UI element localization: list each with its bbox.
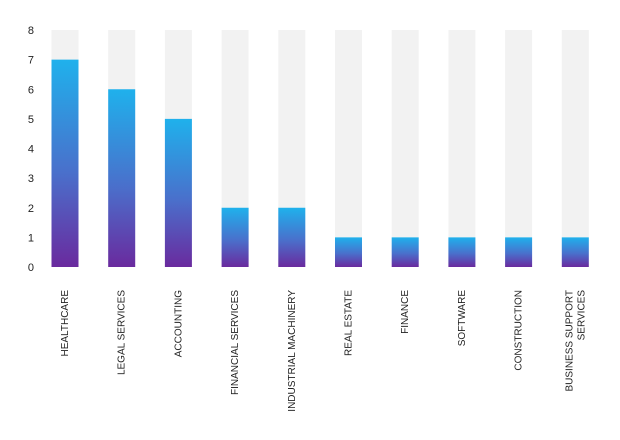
- bar-software: [448, 237, 476, 267]
- y-axis-ticks: 0 1 2 3 4 5 6 7 8: [28, 25, 34, 274]
- y-tick-label: 0: [28, 262, 34, 274]
- bar-track: [448, 30, 476, 267]
- bar-real-estate: [335, 237, 362, 267]
- y-tick-label: 2: [28, 203, 34, 215]
- x-tick-label: FINANCIAL SERVICES: [230, 290, 241, 395]
- y-tick-label: 7: [28, 55, 34, 67]
- y-tick-label: 4: [28, 144, 34, 156]
- bars: [51, 59, 589, 267]
- x-tick-label: SOFTWARE: [457, 290, 468, 347]
- bar-construction: [505, 237, 533, 267]
- bar-track: [391, 30, 419, 267]
- x-tick-label: HEALTHCARE: [60, 290, 71, 357]
- y-tick-label: 6: [28, 84, 34, 96]
- bar-accounting: [164, 118, 192, 267]
- bar-legal-services: [108, 89, 136, 267]
- y-tick-label: 5: [28, 114, 34, 126]
- bar-financial-services: [221, 207, 249, 267]
- bar-finance: [391, 237, 419, 267]
- bar-industrial-machinery: [278, 207, 306, 267]
- y-tick-label: 3: [28, 173, 34, 185]
- y-tick-label: 1: [28, 232, 34, 244]
- bar-track: [561, 30, 589, 267]
- bar-track: [505, 30, 533, 267]
- x-tick-label: ACCOUNTING: [173, 290, 184, 357]
- x-tick-label: LEGAL SERVICES: [117, 290, 128, 375]
- y-tick-label: 8: [28, 25, 34, 37]
- x-tick-label: REAL ESTATE: [344, 290, 355, 356]
- x-tick-label: CONSTRUCTION: [514, 290, 525, 371]
- bar-track: [335, 30, 362, 267]
- bar-healthcare: [51, 59, 79, 267]
- x-tick-label: INDUSTRIAL MACHINERY: [287, 290, 298, 412]
- x-axis-labels: HEALTHCARE LEGAL SERVICES ACCOUNTING FINANC…: [60, 290, 587, 412]
- x-tick-label: FINANCE: [400, 290, 411, 334]
- bar-business-support-services: [561, 237, 589, 267]
- x-tick-label: BUSINESS SUPPORTSERVICES: [564, 290, 587, 392]
